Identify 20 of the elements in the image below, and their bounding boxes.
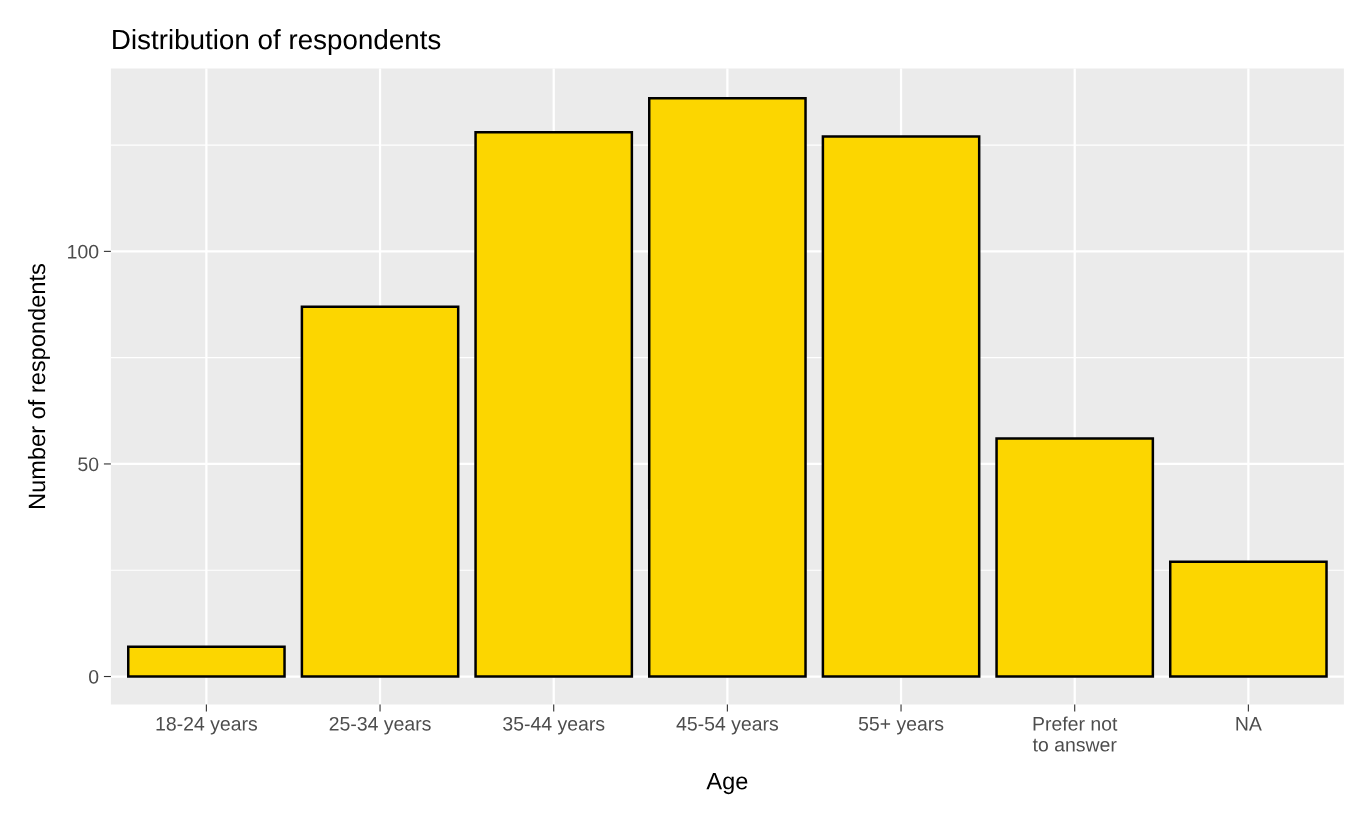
x-tick-label: NA — [1236, 717, 1262, 731]
y-axis-title: Number of respondents — [27, 264, 50, 508]
bar — [821, 135, 981, 678]
bar — [300, 305, 460, 678]
x-tick-label: Prefer not to answer — [1032, 716, 1118, 752]
x-tick-label: 18-24 years — [156, 716, 258, 735]
x-axis-title: Age — [706, 772, 748, 795]
x-tick-label: 25-34 years — [329, 716, 431, 735]
x-tick-label: 35-44 years — [503, 716, 605, 735]
chart-title: Distribution of respondents — [113, 28, 441, 55]
bar — [995, 437, 1155, 678]
y-tick-label: 50 — [78, 457, 99, 472]
bar — [1168, 560, 1328, 678]
y-tick-label: 0 — [89, 669, 99, 684]
x-tick-label: 55+ years — [858, 717, 944, 735]
x-tick-label: 45-54 years — [676, 717, 779, 735]
bar — [647, 97, 807, 678]
bar — [126, 645, 286, 678]
y-tick-label: 100 — [68, 244, 99, 259]
bar — [474, 131, 634, 678]
